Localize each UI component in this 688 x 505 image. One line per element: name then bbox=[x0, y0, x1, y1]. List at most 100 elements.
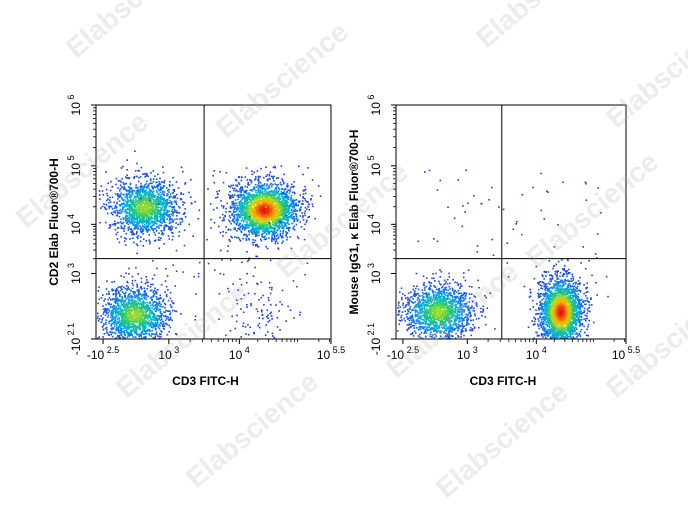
event-dot bbox=[240, 176, 243, 178]
event-dot bbox=[102, 294, 104, 296]
event-dot bbox=[125, 309, 127, 312]
event-dot bbox=[162, 198, 164, 201]
event-dot bbox=[120, 287, 122, 289]
event-dot bbox=[294, 204, 296, 206]
event-dot bbox=[255, 176, 257, 178]
event-dot bbox=[127, 307, 129, 309]
event-dot bbox=[273, 230, 276, 233]
event-dot bbox=[143, 199, 145, 201]
event-dot bbox=[162, 220, 164, 223]
event-dot bbox=[155, 198, 157, 201]
event-dot bbox=[290, 183, 293, 186]
event-dot bbox=[284, 224, 286, 226]
event-dot bbox=[258, 234, 260, 237]
event-dot bbox=[244, 192, 247, 194]
event-dot bbox=[242, 211, 244, 214]
event-dot bbox=[161, 206, 164, 208]
event-dot bbox=[113, 298, 116, 300]
event-dot bbox=[154, 315, 156, 318]
event-dot bbox=[114, 204, 117, 207]
event-dot bbox=[154, 335, 156, 338]
event-dot bbox=[236, 195, 239, 197]
event-dot bbox=[160, 330, 162, 332]
event-dot bbox=[159, 319, 162, 321]
event-dot bbox=[169, 185, 171, 187]
event-dot bbox=[277, 177, 280, 179]
event-dot bbox=[239, 206, 242, 208]
event-dot bbox=[121, 197, 124, 200]
event-dot bbox=[145, 225, 147, 227]
event-dot bbox=[260, 212, 263, 215]
event-dot bbox=[153, 185, 156, 188]
event-dot bbox=[288, 209, 290, 212]
event-dot bbox=[145, 298, 148, 301]
event-dot bbox=[256, 170, 259, 172]
event-dot bbox=[146, 200, 149, 203]
event-dot bbox=[136, 236, 138, 238]
event-dot bbox=[249, 222, 251, 225]
event-dot bbox=[249, 199, 252, 201]
event-dot bbox=[153, 312, 155, 315]
event-dot bbox=[125, 232, 127, 235]
event-dot bbox=[254, 190, 257, 192]
event-dot bbox=[233, 208, 235, 211]
event-dot bbox=[237, 213, 240, 215]
event-dot bbox=[247, 215, 249, 218]
event-dot bbox=[130, 207, 133, 210]
event-dot bbox=[143, 298, 146, 300]
event-dot bbox=[128, 288, 130, 290]
event-dot bbox=[104, 307, 106, 310]
event-dot bbox=[126, 280, 129, 283]
event-dot bbox=[270, 194, 273, 196]
event-dot bbox=[136, 284, 139, 287]
event-dot bbox=[312, 205, 314, 208]
event-dot bbox=[267, 186, 270, 188]
event-dot bbox=[171, 203, 173, 206]
event-dot bbox=[151, 195, 153, 197]
event-dot bbox=[169, 217, 171, 220]
event-dot bbox=[264, 214, 266, 217]
event-dot bbox=[142, 323, 145, 326]
event-dot bbox=[239, 190, 241, 193]
event-dot bbox=[131, 295, 134, 298]
event-dot bbox=[121, 298, 123, 301]
event-dot bbox=[240, 211, 243, 214]
event-dot bbox=[163, 228, 166, 231]
event-dot bbox=[171, 238, 174, 241]
event-dot bbox=[252, 188, 255, 190]
event-dot bbox=[247, 193, 249, 195]
event-dot bbox=[145, 206, 148, 208]
event-dot bbox=[278, 236, 280, 238]
event-dot bbox=[152, 283, 154, 286]
event-dot bbox=[168, 213, 171, 216]
event-dot bbox=[144, 206, 147, 208]
event-dot bbox=[128, 206, 130, 208]
event-dot bbox=[160, 198, 162, 200]
event-dot bbox=[154, 216, 156, 218]
event-dot bbox=[113, 318, 115, 320]
event-dot bbox=[107, 314, 109, 316]
event-dot bbox=[154, 212, 156, 215]
event-dot bbox=[152, 188, 154, 190]
event-dot bbox=[164, 280, 167, 282]
event-dot bbox=[259, 175, 262, 178]
event-dot bbox=[145, 207, 148, 210]
event-dot bbox=[255, 215, 257, 218]
event-dot bbox=[154, 211, 157, 214]
event-dot bbox=[266, 223, 268, 226]
event-dot bbox=[133, 190, 136, 192]
event-dot bbox=[98, 298, 101, 301]
event-dot bbox=[168, 202, 171, 204]
event-dot bbox=[114, 228, 117, 231]
event-dot bbox=[263, 202, 265, 205]
event-dot bbox=[304, 185, 306, 188]
event-dot bbox=[235, 184, 237, 187]
event-dot bbox=[124, 332, 126, 334]
event-dot bbox=[167, 310, 169, 312]
event-dot bbox=[166, 209, 169, 212]
event-dot bbox=[177, 212, 180, 214]
event-dot bbox=[151, 191, 154, 193]
event-dot bbox=[135, 199, 137, 201]
event-dot bbox=[245, 208, 247, 210]
event-dot bbox=[129, 228, 131, 231]
